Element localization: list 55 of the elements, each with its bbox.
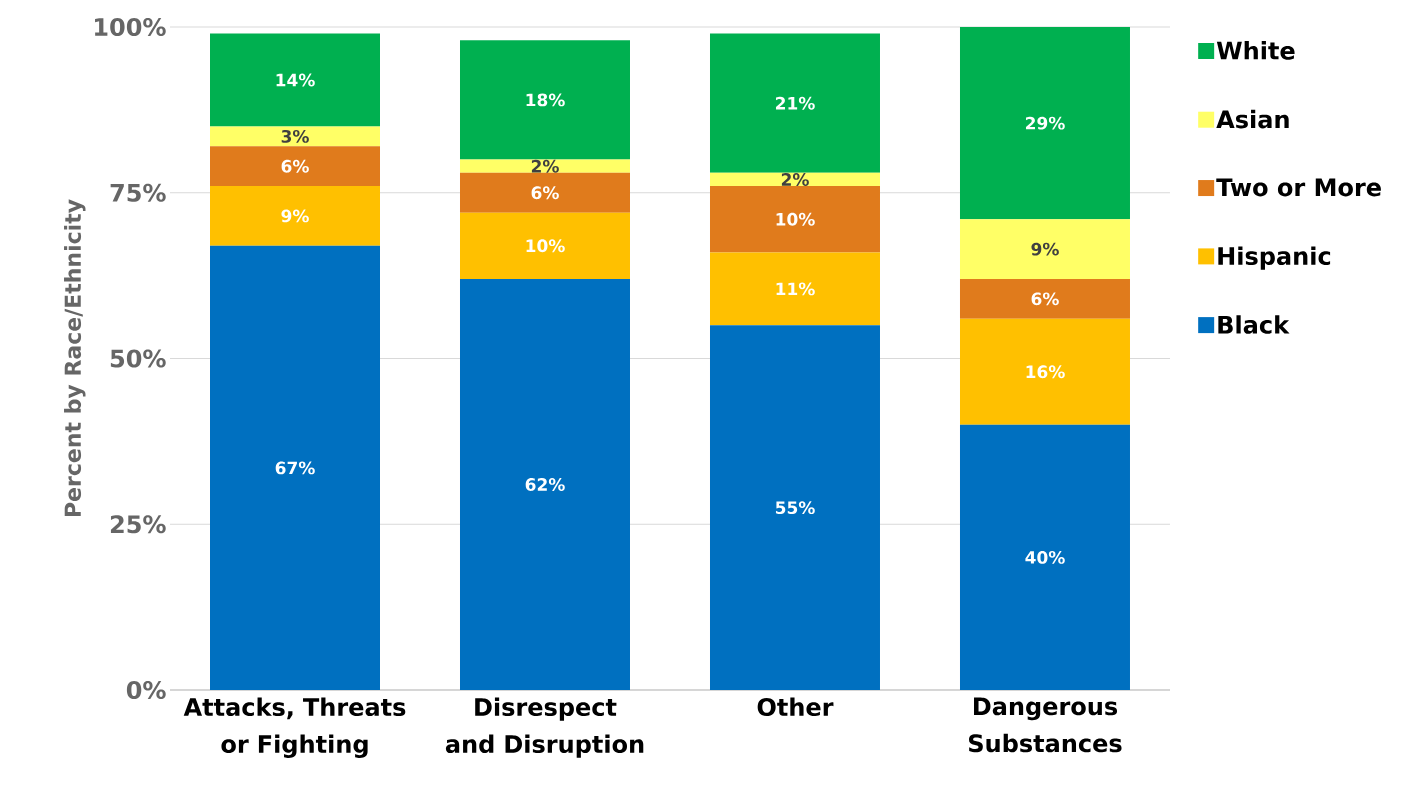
x-tick-label: Disrespect and Disruption	[445, 697, 644, 758]
y-tick-label: 75%	[110, 183, 166, 202]
legend-label: Asian	[1216, 109, 1289, 129]
data-label: 3%	[281, 129, 309, 143]
legend-label: Black	[1218, 315, 1290, 334]
bar	[460, 212, 630, 279]
data-label: 55%	[775, 501, 815, 515]
bar	[460, 278, 630, 690]
legend-label: White	[1216, 41, 1295, 60]
data-label: 9%	[1031, 242, 1059, 256]
data-label: 16%	[1026, 365, 1065, 379]
bar	[959, 318, 1130, 425]
bar	[709, 186, 880, 253]
bar	[210, 126, 380, 147]
bar	[210, 186, 380, 246]
legend-label: Two or More	[1216, 178, 1381, 197]
data-label: 2%	[781, 173, 809, 186]
bar	[460, 172, 630, 213]
x-tick-label: Other	[757, 697, 834, 717]
bar	[709, 172, 880, 187]
bar	[460, 159, 630, 173]
y-tick-label: 25%	[110, 515, 166, 534]
data-label: 40%	[1025, 550, 1065, 564]
bar	[460, 40, 630, 160]
bar	[959, 26, 1130, 220]
data-label: 2%	[531, 159, 559, 173]
bar	[959, 424, 1130, 690]
bar	[709, 325, 880, 690]
data-label: 11%	[776, 282, 815, 296]
data-label: 21%	[775, 96, 815, 110]
data-label: 6%	[1031, 292, 1059, 306]
data-label: 6%	[531, 186, 559, 200]
bar	[210, 146, 380, 187]
data-label: 10%	[526, 239, 565, 253]
y-tick-label: 100%	[95, 17, 166, 37]
y-tick-label: 50%	[110, 349, 166, 368]
y-axis-title: Percent by Race/Ethnicity	[64, 199, 86, 517]
data-label: 18%	[526, 93, 565, 107]
data-label: 10%	[776, 212, 815, 226]
x-tick-label: Dangerous Substances	[969, 697, 1122, 753]
bar	[210, 33, 380, 127]
data-label: 9%	[281, 209, 309, 223]
bar	[959, 219, 1130, 279]
bar	[709, 33, 880, 173]
y-tick-label: 0%	[126, 680, 166, 700]
legend-label: Hispanic	[1218, 246, 1331, 270]
data-label: 14%	[276, 73, 315, 87]
bar	[959, 278, 1130, 319]
bar	[709, 252, 880, 326]
data-label: 62%	[525, 478, 565, 491]
data-label: 67%	[275, 461, 315, 475]
x-tick-label: Attacks, Threats or Fighting	[183, 697, 406, 758]
bar	[210, 245, 380, 690]
data-label: 6%	[281, 159, 309, 173]
data-label: 29%	[1025, 116, 1065, 130]
